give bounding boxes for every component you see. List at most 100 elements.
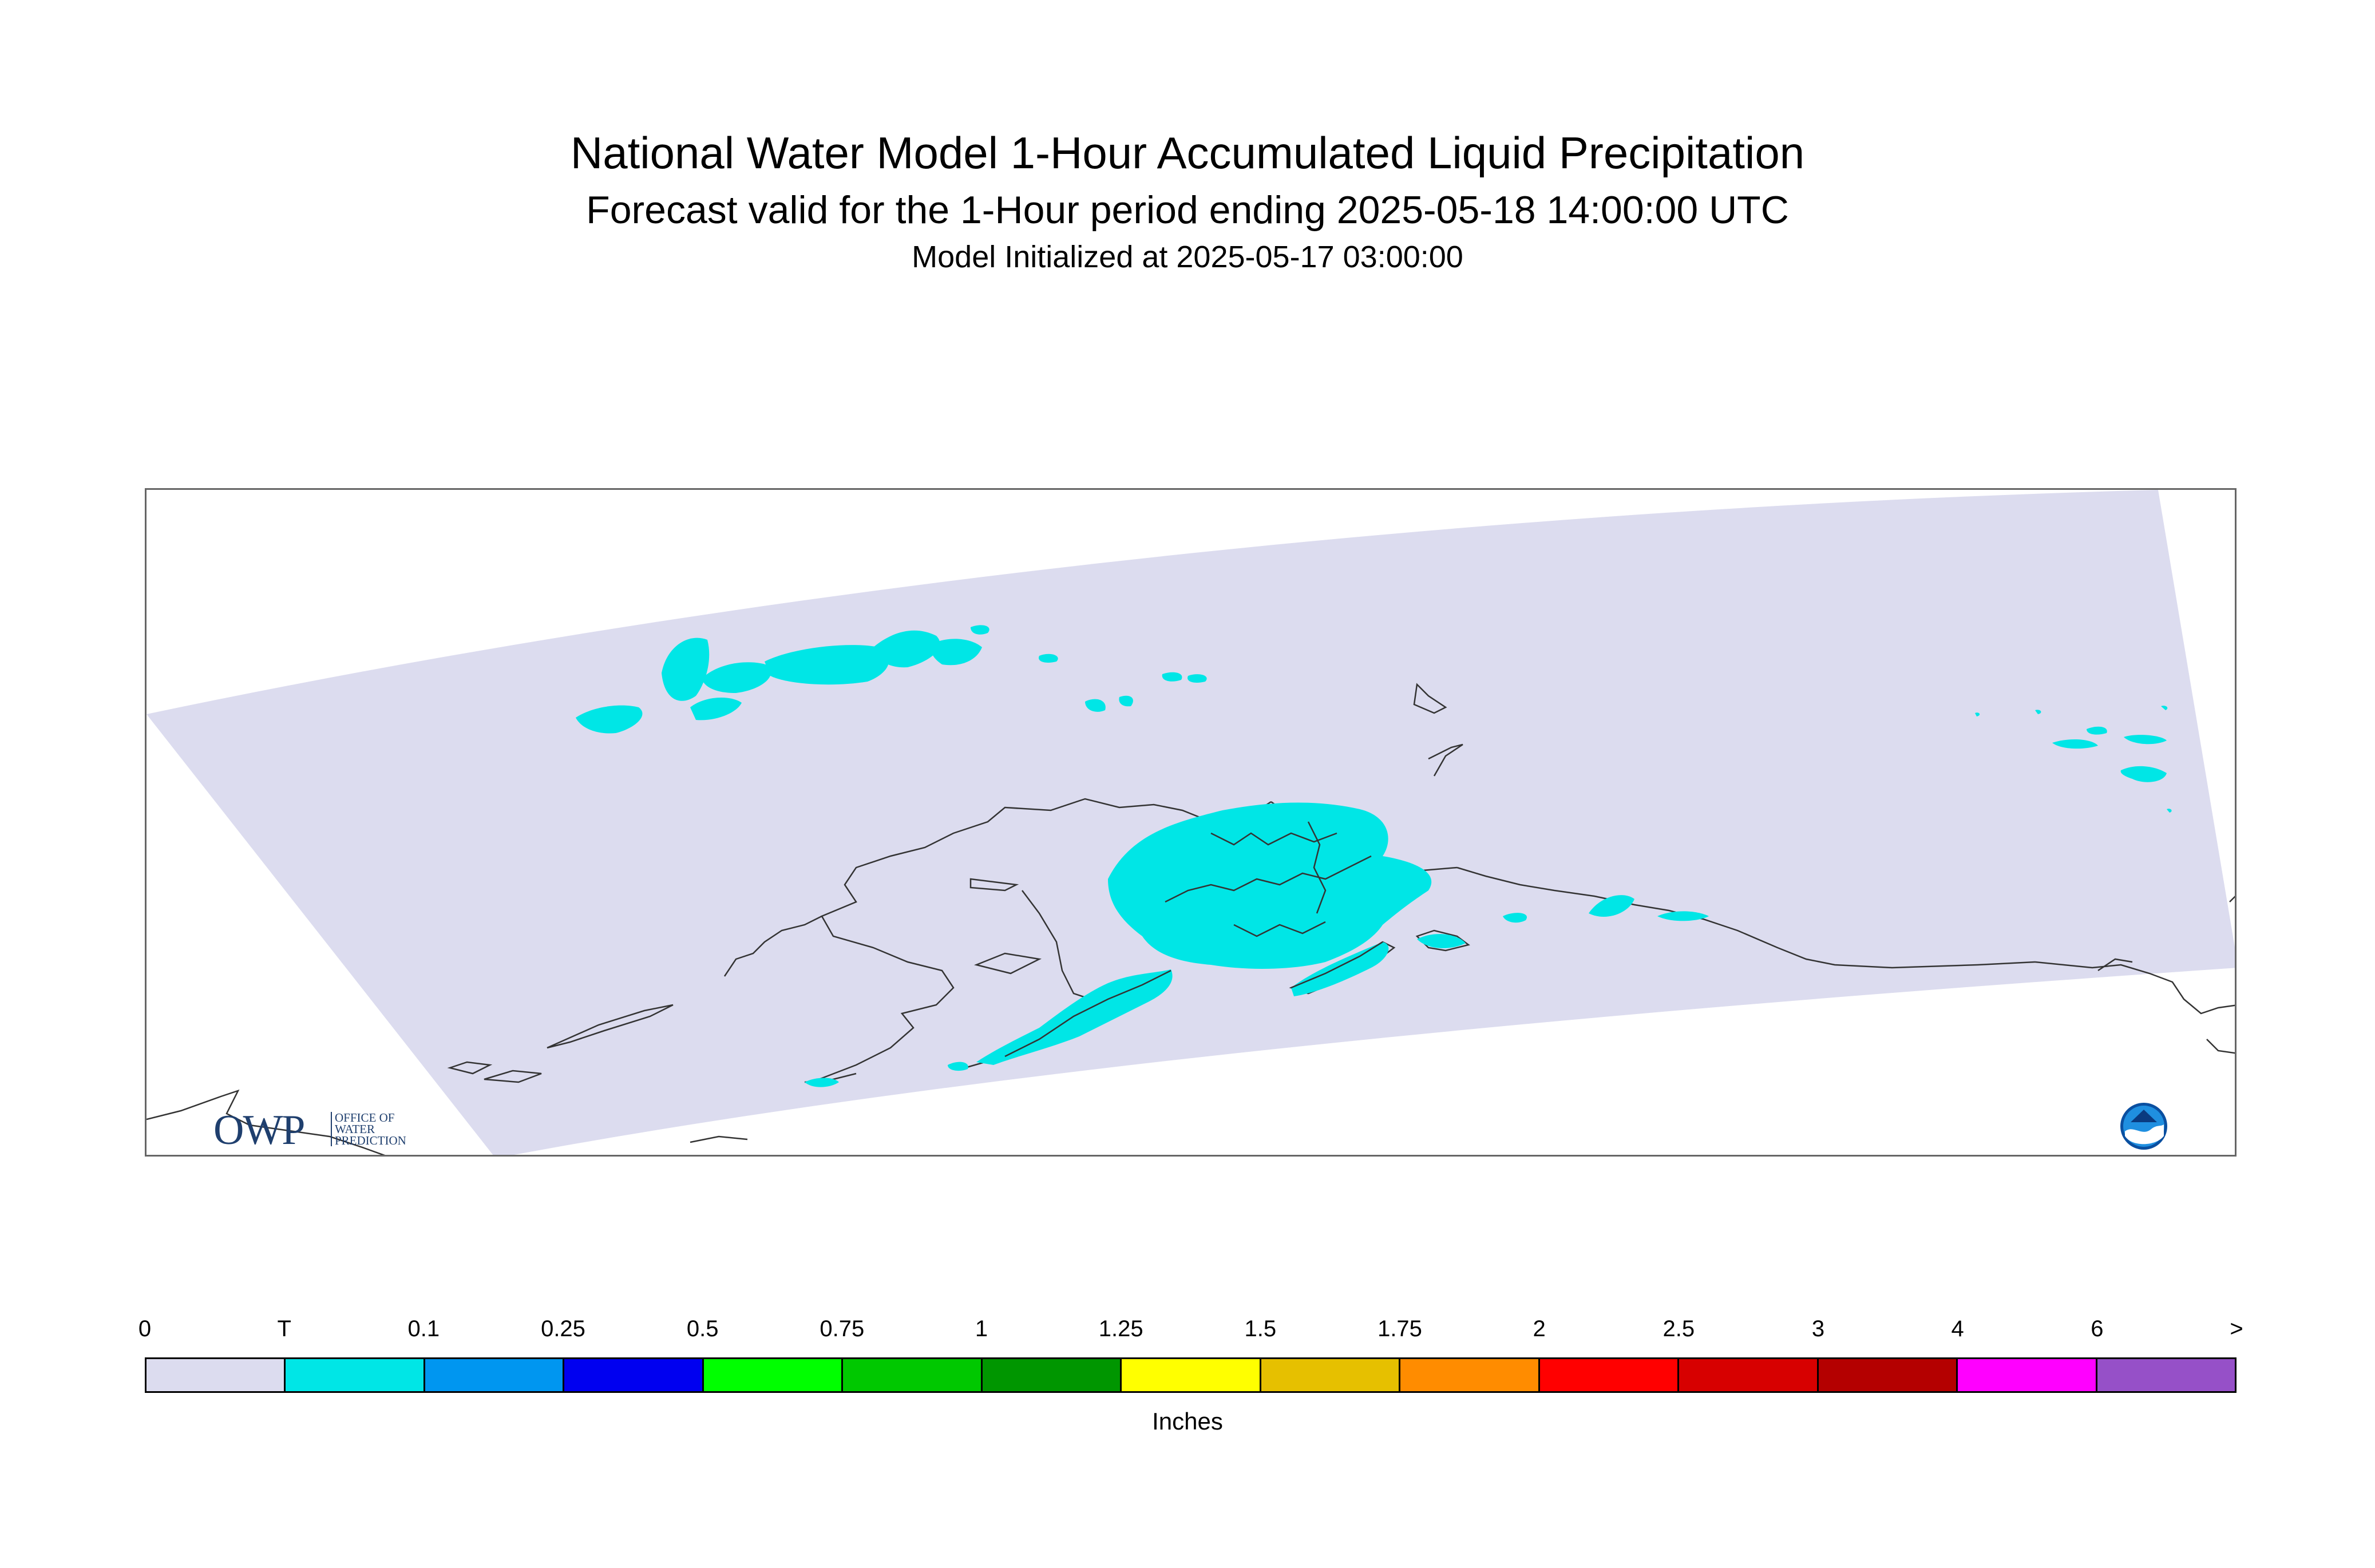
precip-speck-2 xyxy=(2035,710,2041,714)
legend-swatch xyxy=(1539,1359,1680,1391)
owp-logo-line: WATER xyxy=(335,1122,375,1136)
precipitation-map: OWP OFFICE OF WATER PREDICTION xyxy=(145,488,2237,1157)
coastlines-over-precip xyxy=(1004,821,1383,1058)
legend-swatch xyxy=(2097,1359,2235,1391)
legend-tick-label: > xyxy=(2230,1316,2243,1341)
forecast-valid-line: Forecast valid for the 1-Hour period end… xyxy=(586,188,1789,232)
precip-mid-3 xyxy=(1162,672,1182,682)
legend-tick-label: 1.5 xyxy=(1244,1316,1277,1341)
coast-over-main xyxy=(1165,855,1372,903)
map-canvas xyxy=(147,490,2235,1155)
legend-tick-label: 4 xyxy=(1951,1316,1964,1341)
precip-sw-2 xyxy=(948,1062,968,1071)
precip-north-7 xyxy=(971,625,989,635)
legend-swatch xyxy=(425,1359,565,1391)
precip-mid-2 xyxy=(1119,695,1133,707)
st-lawrence-island xyxy=(484,1070,542,1083)
lake-iliamna xyxy=(973,952,1042,975)
precip-far-east-6 xyxy=(2167,809,2172,813)
coastlines xyxy=(147,683,2235,1155)
coast-over-sw xyxy=(1004,969,1171,1058)
legend-tick-label: 0.75 xyxy=(820,1316,865,1341)
legend-colorbar xyxy=(145,1357,2237,1393)
precip-mid-4 xyxy=(1188,674,1207,683)
legend-swatch xyxy=(1122,1359,1261,1391)
south-coast xyxy=(1456,866,2036,969)
legend-swatch xyxy=(1400,1359,1540,1391)
precip-ak-pen xyxy=(805,1078,839,1087)
coast-over-kodiak xyxy=(1291,941,1383,989)
kuskokwim-delta xyxy=(723,915,822,977)
southeast-stub xyxy=(2206,1039,2235,1054)
precip-far-east-3 xyxy=(2124,735,2167,745)
kenai-peninsula xyxy=(1415,929,1470,952)
precip-speck-1 xyxy=(1975,712,1980,716)
legend-swatch xyxy=(564,1359,704,1391)
precip-north-5 xyxy=(873,630,940,668)
precip-north-8 xyxy=(690,697,742,720)
legend-swatch xyxy=(1818,1359,1958,1391)
legend-tick-label: 2.5 xyxy=(1662,1316,1695,1341)
legend-tick-label: T xyxy=(277,1316,291,1341)
legend-tick-label: 1.25 xyxy=(1098,1316,1143,1341)
coast-over-main-3 xyxy=(1233,921,1326,937)
legend-swatch xyxy=(286,1359,425,1391)
map-title: National Water Model 1-Hour Accumulated … xyxy=(570,128,1805,178)
precip-se-1 xyxy=(1589,895,1634,917)
precip-kodiak xyxy=(1291,942,1389,996)
east-coast-stub xyxy=(2097,958,2133,972)
precip-prince-wm xyxy=(1503,913,1527,923)
precip-north-2 xyxy=(662,638,710,701)
precip-north-6 xyxy=(930,639,982,666)
nunivak xyxy=(447,1061,493,1075)
owp-logo-line: OFFICE OF xyxy=(335,1111,395,1124)
island-north xyxy=(1428,743,1463,777)
alaska-west-coast xyxy=(818,798,1272,1080)
legend-tick-label: 0.25 xyxy=(541,1316,585,1341)
chukotka xyxy=(147,1089,386,1155)
precip-kenai xyxy=(1417,934,1466,949)
legend-swatch xyxy=(843,1359,983,1391)
legend-swatch xyxy=(982,1359,1122,1391)
coast-over-main-4 xyxy=(1307,821,1327,914)
far-east-stub xyxy=(2229,896,2235,902)
owp-logo: OWP OFFICE OF WATER PREDICTION xyxy=(213,1106,431,1154)
legend-tick-label: 0.5 xyxy=(686,1316,719,1341)
coast-over-main-2 xyxy=(1210,832,1337,846)
legend-swatch xyxy=(147,1359,286,1391)
precip-main xyxy=(1108,802,1432,969)
precip-far-east-4 xyxy=(2120,766,2167,782)
legend-tick-label: 1.75 xyxy=(1378,1316,1422,1341)
legend-tick-label: 3 xyxy=(1811,1316,1825,1341)
owp-logo-subtitle: OFFICE OF WATER PREDICTION xyxy=(331,1111,406,1147)
precip-far-east-2 xyxy=(2087,726,2107,735)
sakhalin-coast xyxy=(1413,683,1447,714)
legend-tick-label: 1 xyxy=(975,1316,988,1341)
precip-north-3 xyxy=(702,662,771,693)
bering-stub xyxy=(690,1135,748,1143)
yukon-flats xyxy=(969,878,1019,892)
noaa-emblem-icon xyxy=(2120,1103,2167,1150)
precip-far-east-5 xyxy=(2161,706,2168,710)
yukon-river xyxy=(1022,890,1109,1006)
legend-units: Inches xyxy=(1152,1408,1223,1435)
legend-swatch xyxy=(1679,1359,1819,1391)
legend-swatch xyxy=(1261,1359,1401,1391)
seward-peninsula xyxy=(547,1004,674,1049)
legend-swatch xyxy=(1958,1359,2097,1391)
legend-tick-label: 2 xyxy=(1533,1316,1546,1341)
precip-north-4 xyxy=(765,645,889,685)
owp-logo-line: PREDICTION xyxy=(335,1134,406,1147)
precip-legend: 0 T 0.1 0.25 0.5 0.75 1 1.25 1.5 1.75 2 2.5 3 4 6 > Inc… xyxy=(0,1299,2375,1471)
owp-logo-letters: OWP xyxy=(213,1107,305,1154)
east-border xyxy=(2034,961,2235,1015)
precip-north-9 xyxy=(1039,654,1058,663)
legend-tick-label: 6 xyxy=(2091,1316,2104,1341)
legend-tick-label: 0 xyxy=(138,1316,152,1341)
precip-far-east-1 xyxy=(2052,739,2098,749)
model-init-line: Model Initialized at 2025-05-17 03:00:00 xyxy=(912,240,1463,274)
precip-mid-1 xyxy=(1085,699,1106,712)
precip-north-1 xyxy=(576,705,643,734)
precip-se-2 xyxy=(1657,911,1709,921)
legend-swatch xyxy=(703,1359,844,1391)
